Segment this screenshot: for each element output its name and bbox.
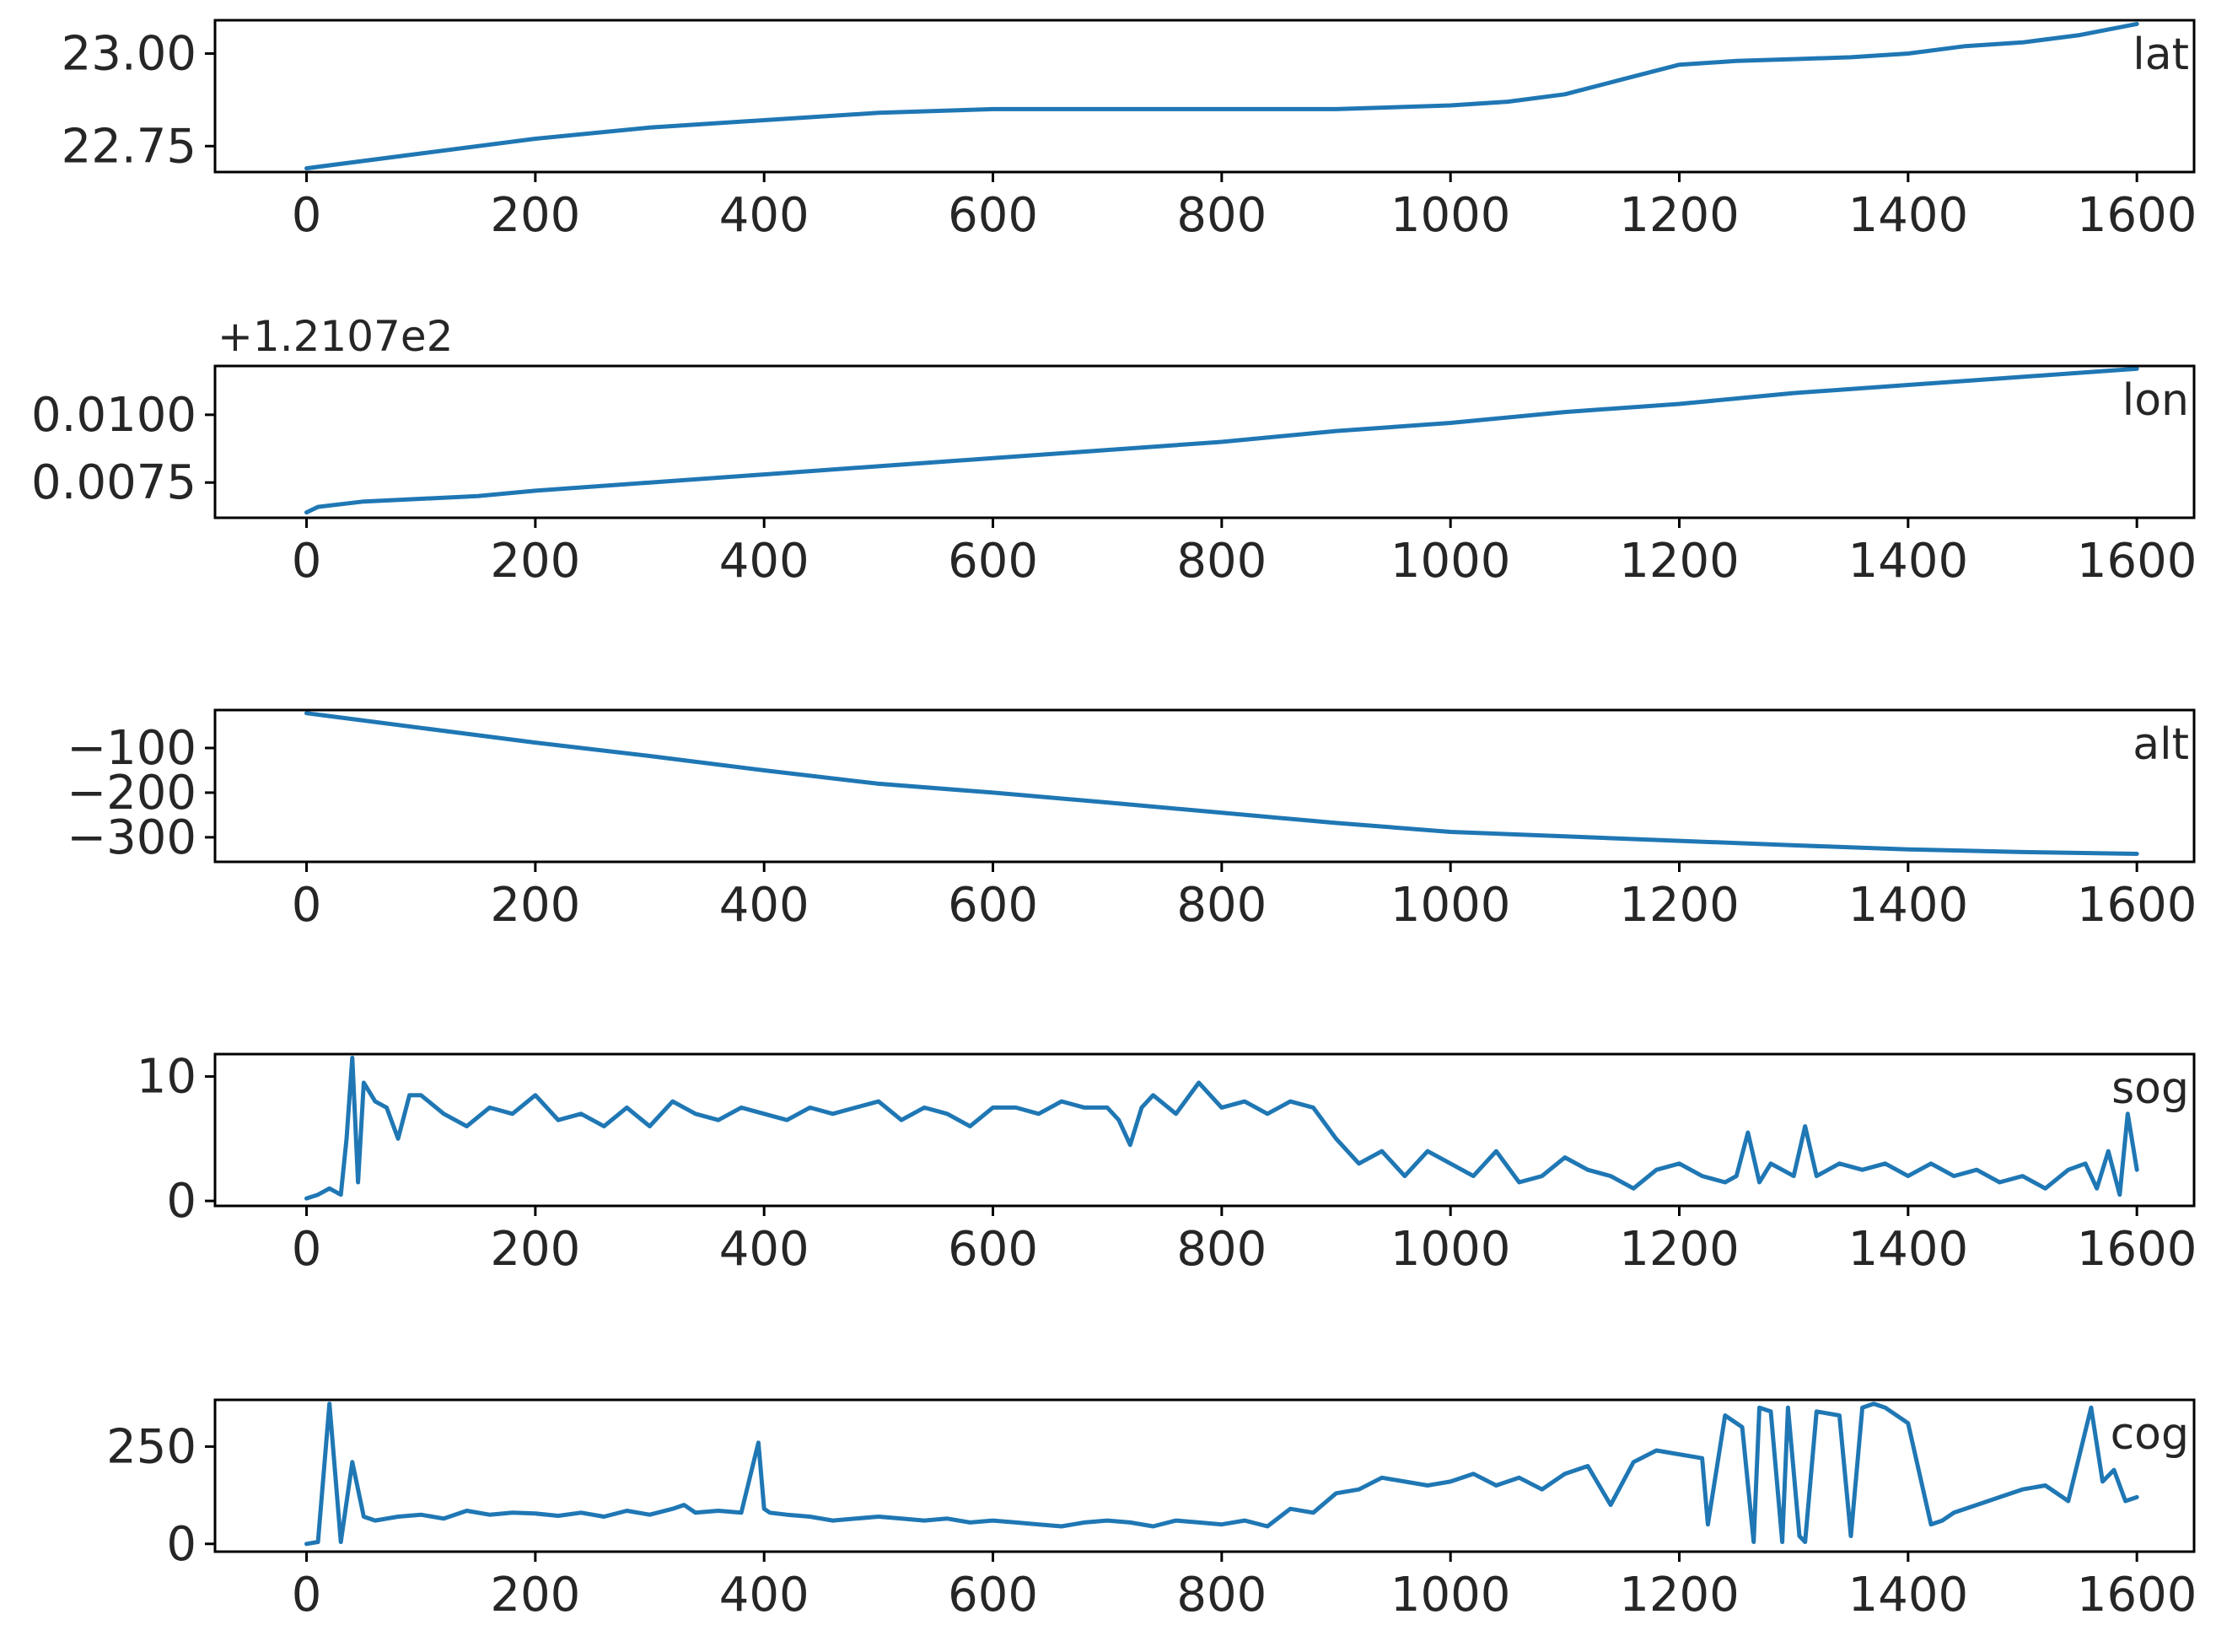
x-tick-label: 0 <box>292 188 322 243</box>
y-tick-label: 250 <box>106 1419 196 1474</box>
x-tick-label: 600 <box>948 1222 1038 1277</box>
x-tick-label: 1200 <box>1619 534 1740 589</box>
x-tick-label: 0 <box>292 878 322 933</box>
y-tick-label: −200 <box>67 766 196 821</box>
y-tick-label: 23.00 <box>62 27 196 82</box>
x-tick-label: 200 <box>490 878 580 933</box>
series-line-lat <box>304 21 2139 171</box>
x-tick-label: 400 <box>719 188 809 243</box>
x-tick-label: 800 <box>1176 1568 1267 1622</box>
x-tick-label: 1600 <box>2077 1568 2197 1622</box>
y-tick-label: 0.0100 <box>31 388 196 443</box>
x-tick-label: 1000 <box>1390 878 1511 933</box>
x-tick-label: 1600 <box>2077 1222 2197 1277</box>
x-tick-label: 800 <box>1176 534 1267 589</box>
y-tick-label: 10 <box>137 1050 196 1105</box>
x-tick-label: 0 <box>292 1222 322 1277</box>
x-tick-label: 600 <box>948 188 1038 243</box>
x-tick-label: 600 <box>948 1568 1038 1622</box>
y-offset-label: +1.2107e2 <box>218 312 453 361</box>
x-tick-label: 600 <box>948 534 1038 589</box>
series-line-sog <box>304 1055 2139 1201</box>
series-line-alt <box>304 711 2139 856</box>
x-tick-label: 200 <box>490 534 580 589</box>
x-tick-label: 1400 <box>1848 188 1969 243</box>
legend-label: cog <box>2111 1409 2189 1460</box>
axes-frame <box>213 1398 2196 1553</box>
y-tick-label: −300 <box>67 810 196 865</box>
x-tick-label: 0 <box>292 1568 322 1622</box>
x-tick-label: 1000 <box>1390 534 1511 589</box>
x-tick-label: 1000 <box>1390 1222 1511 1277</box>
x-tick-label: 1000 <box>1390 188 1511 243</box>
legend-label: alt <box>2133 719 2189 770</box>
x-tick-label: 800 <box>1176 1222 1267 1277</box>
series-line-lon <box>304 366 2139 515</box>
panel-alt: 0 200 400 600 800 1000 1200 1400 1600 −300−200−10… <box>67 708 2197 933</box>
x-tick-label: 0 <box>292 534 322 589</box>
x-tick-label: 1200 <box>1619 878 1740 933</box>
x-tick-label: 400 <box>719 1568 809 1622</box>
x-tick-label: 800 <box>1176 188 1267 243</box>
legend-label: lon <box>2122 375 2189 426</box>
y-tick-label: 0 <box>166 1517 196 1572</box>
x-tick-label: 200 <box>490 1222 580 1277</box>
x-tick-label: 200 <box>490 188 580 243</box>
panel-lon: 0 200 400 600 800 1000 1200 1400 1600 0.0075 0.010… <box>31 312 2197 589</box>
x-tick-label: 400 <box>719 534 809 589</box>
x-tick-label: 1400 <box>1848 1222 1969 1277</box>
axes-frame <box>213 708 2196 864</box>
x-tick-label: 400 <box>719 1222 809 1277</box>
x-tick-label: 1000 <box>1390 1568 1511 1622</box>
axes-frame <box>213 1052 2196 1208</box>
y-tick-label: 0.0075 <box>31 455 196 510</box>
x-tick-label: 200 <box>490 1568 580 1622</box>
series-line-cog <box>304 1402 2139 1547</box>
x-tick-label: 600 <box>948 878 1038 933</box>
x-tick-label: 1600 <box>2077 188 2197 243</box>
x-tick-label: 1600 <box>2077 878 2197 933</box>
panel-cog: 0 200 400 600 800 1000 1200 1400 1600 0 250 cog <box>106 1398 2197 1622</box>
x-tick-label: 1400 <box>1848 878 1969 933</box>
x-tick-label: 1400 <box>1848 1568 1969 1622</box>
x-tick-label: 1400 <box>1848 534 1969 589</box>
y-tick-label: 22.75 <box>62 119 196 174</box>
x-tick-label: 1200 <box>1619 188 1740 243</box>
y-tick-label: −100 <box>67 721 196 776</box>
x-tick-label: 1200 <box>1619 1222 1740 1277</box>
axes-frame <box>213 364 2196 519</box>
axes-frame <box>213 19 2196 174</box>
x-tick-label: 800 <box>1176 878 1267 933</box>
panel-lat: 0 200 400 600 800 1000 1200 1400 1600 22.75 23.00 l… <box>62 19 2197 243</box>
x-tick-label: 1200 <box>1619 1568 1740 1622</box>
legend-label: lat <box>2133 30 2189 80</box>
y-tick-label: 0 <box>166 1174 196 1229</box>
panel-sog: 0 200 400 600 800 1000 1200 1400 1600 0 10 sog <box>137 1050 2197 1277</box>
x-tick-label: 1600 <box>2077 534 2197 589</box>
x-tick-label: 400 <box>719 878 809 933</box>
legend-label: sog <box>2111 1063 2189 1114</box>
